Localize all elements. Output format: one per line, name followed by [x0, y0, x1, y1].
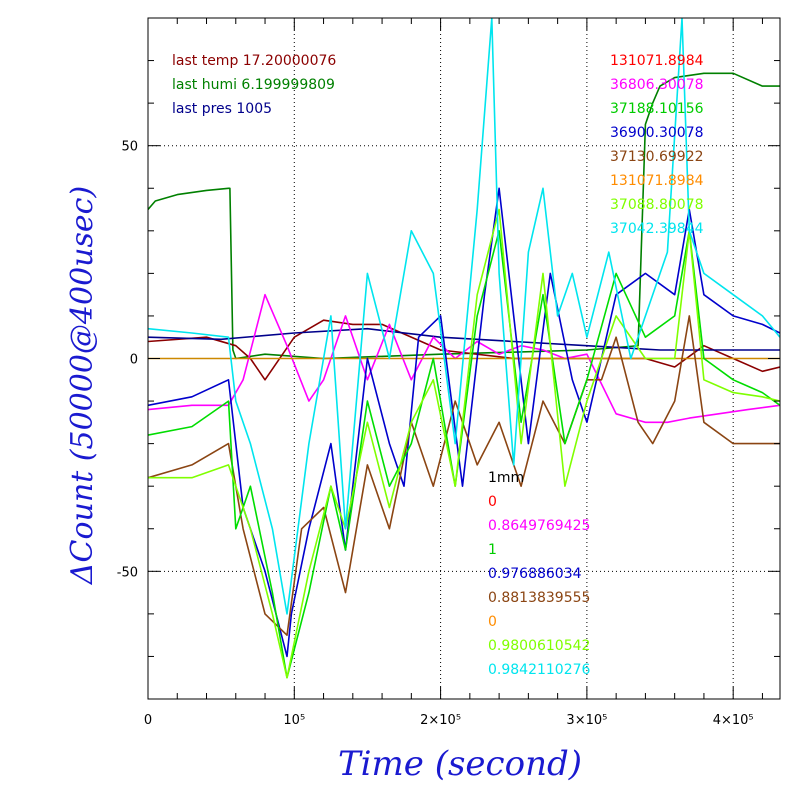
tick-labels: 0 10⁵ 2×10⁵ 3×10⁵ 4×10⁵ -50 0 50 [117, 140, 754, 728]
sensor-ratio-label: 1 [488, 542, 497, 558]
series-line-6 [148, 187, 780, 658]
series-line-9 [148, 208, 780, 679]
sensor-ratio-label: 0.8813839555 [488, 590, 590, 606]
y-tick-label: -50 [117, 565, 138, 580]
sensor-count-label: 131071.8984 [610, 53, 704, 69]
annotations: last temp 17.20000076 last humi 6.1999998… [172, 53, 704, 678]
data-series [148, 18, 780, 679]
y-tick-label: 50 [121, 140, 138, 155]
sensor-count-label: 37188.10156 [610, 101, 704, 117]
sensor-ratio-label: 0 [488, 494, 497, 510]
axis-ticks [147, 17, 780, 699]
sensor-count-label: 37088.80078 [610, 197, 704, 213]
y-axis-title: ΔCount (50000@400usec) [65, 186, 100, 585]
series-line-2 [148, 319, 780, 381]
sensor-ratio-label: 0.8649769425 [488, 518, 590, 534]
sensor-count-label: 37042.39844 [610, 221, 704, 237]
sensor-count-label: 36900.30078 [610, 125, 704, 141]
x-tick-label: 4×10⁵ [713, 713, 754, 728]
x-axis-title: Time (second) [338, 744, 582, 784]
sensor-ratio-label: 0.9842110276 [488, 662, 591, 678]
x-tick-label: 10⁵ [283, 713, 305, 728]
environment-label: last temp 17.20000076 [172, 53, 336, 69]
series-line-10 [148, 18, 780, 615]
sensor-ratio-label: 0.976886034 [488, 566, 582, 582]
sensor-ratio-label: 0.9800610542 [488, 638, 590, 654]
sensor-count-label: 37130.69922 [610, 149, 704, 165]
series-line-3 [148, 327, 780, 351]
x-tick-label: 3×10⁵ [566, 713, 607, 728]
sensor-ratio-label: 1mm [488, 470, 524, 486]
environment-label: last pres 1005 [172, 101, 272, 117]
series-line-7 [148, 315, 780, 637]
sensor-count-label: 131071.8984 [610, 173, 704, 189]
x-tick-label: 2×10⁵ [420, 713, 461, 728]
series-line-1 [148, 72, 780, 360]
environment-label: last humi 6.199999809 [172, 77, 335, 93]
y-tick-label: 0 [130, 353, 138, 368]
sensor-count-label: 36806.30078 [610, 77, 704, 93]
x-tick-label: 0 [144, 713, 152, 728]
sensor-ratio-label: 0 [488, 614, 497, 630]
